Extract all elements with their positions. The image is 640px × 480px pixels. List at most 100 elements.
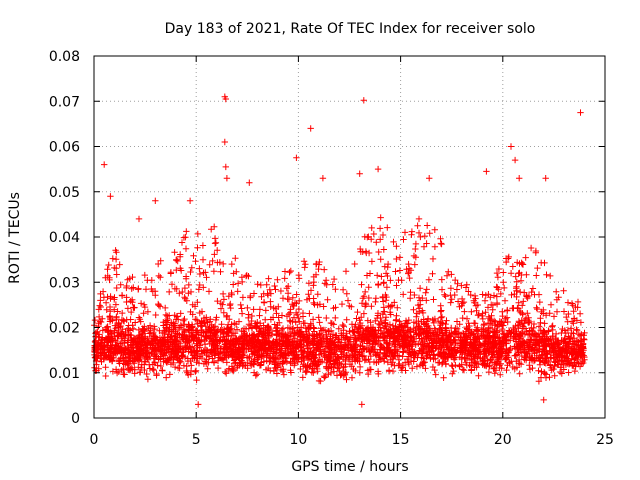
- roti-point: [144, 308, 152, 315]
- x-axis-label: GPS time / hours: [291, 459, 408, 475]
- roti-point: [474, 312, 482, 319]
- roti-point: [346, 302, 353, 310]
- roti-point: [392, 317, 400, 324]
- roti-point: [578, 344, 585, 351]
- roti-point: [360, 97, 367, 104]
- roti-point: [189, 311, 196, 318]
- roti-point: [195, 286, 202, 293]
- roti-point: [423, 297, 430, 304]
- roti-point: [520, 298, 527, 305]
- y-tick-label: 0.02: [49, 321, 80, 337]
- roti-point: [200, 284, 207, 291]
- roti-point: [225, 365, 233, 372]
- roti-point: [135, 285, 142, 292]
- roti-point: [412, 254, 419, 261]
- roti-point: [409, 365, 416, 372]
- roti-point: [546, 361, 554, 368]
- roti-point: [119, 326, 126, 333]
- roti-point: [352, 341, 359, 348]
- roti-point: [91, 316, 99, 324]
- roti-point: [142, 350, 149, 358]
- roti-point: [290, 349, 297, 356]
- roti-point: [91, 338, 99, 345]
- roti-point: [261, 299, 268, 306]
- roti-point: [365, 249, 373, 257]
- roti-point: [577, 109, 584, 116]
- roti-point: [155, 272, 162, 280]
- roti-point: [208, 321, 215, 329]
- roti-point: [135, 364, 142, 371]
- roti-point: [374, 165, 382, 173]
- roti-point: [205, 359, 212, 366]
- roti-point: [128, 308, 135, 316]
- roti-point: [521, 289, 528, 296]
- roti-point: [496, 321, 503, 328]
- roti-point: [413, 310, 421, 317]
- roti-point: [493, 301, 501, 308]
- roti-point: [356, 349, 363, 356]
- roti-point: [475, 372, 482, 379]
- roti-point: [287, 267, 294, 275]
- roti-point: [223, 312, 231, 319]
- roti-point: [410, 319, 418, 326]
- roti-point: [234, 280, 242, 287]
- roti-point: [569, 351, 576, 358]
- roti-point: [263, 281, 270, 288]
- roti-point: [267, 367, 274, 374]
- roti-point: [107, 193, 114, 200]
- roti-point: [553, 296, 561, 303]
- roti-point: [438, 313, 446, 321]
- roti-point: [155, 260, 162, 268]
- roti-point: [176, 290, 183, 297]
- roti-point: [450, 344, 458, 351]
- roti-point: [200, 360, 208, 367]
- roti-point: [438, 330, 446, 337]
- roti-point: [416, 335, 423, 342]
- roti-point: [473, 327, 481, 334]
- roti-point: [431, 366, 438, 374]
- roti-point: [281, 275, 288, 282]
- roti-point: [519, 311, 526, 318]
- roti-point: [343, 376, 350, 383]
- roti-point: [490, 365, 497, 372]
- roti-point: [221, 368, 229, 376]
- roti-point: [307, 125, 314, 132]
- roti-point: [192, 316, 199, 323]
- roti-point: [522, 254, 529, 261]
- roti-point: [357, 245, 364, 253]
- roti-point: [273, 345, 280, 353]
- roti-point: [194, 327, 201, 335]
- roti-point: [499, 339, 507, 346]
- roti-point: [301, 264, 308, 271]
- roti-point: [160, 322, 167, 329]
- roti-point: [377, 236, 384, 243]
- roti-point: [269, 354, 276, 361]
- roti-point: [570, 335, 578, 342]
- roti-point: [230, 366, 237, 374]
- roti-point: [396, 318, 403, 325]
- roti-point: [425, 342, 432, 350]
- roti-point: [107, 356, 114, 363]
- roti-point: [501, 333, 508, 340]
- roti-point: [159, 367, 166, 374]
- roti-point: [528, 288, 535, 296]
- roti-point: [278, 326, 285, 334]
- roti-point: [272, 305, 280, 313]
- roti-point: [119, 309, 126, 317]
- roti-point: [571, 315, 578, 322]
- roti-point: [271, 361, 279, 368]
- roti-point: [140, 310, 147, 317]
- roti-point: [195, 401, 202, 408]
- roti-point: [459, 330, 467, 337]
- roti-point: [97, 290, 104, 298]
- roti-point: [578, 345, 585, 353]
- roti-point: [407, 267, 415, 274]
- roti-point: [499, 327, 506, 335]
- roti-point: [378, 273, 385, 280]
- roti-point: [113, 338, 121, 346]
- roti-point: [338, 300, 346, 308]
- roti-point: [509, 263, 516, 270]
- roti-point: [504, 306, 511, 314]
- roti-point: [412, 351, 419, 358]
- roti-point: [375, 280, 382, 288]
